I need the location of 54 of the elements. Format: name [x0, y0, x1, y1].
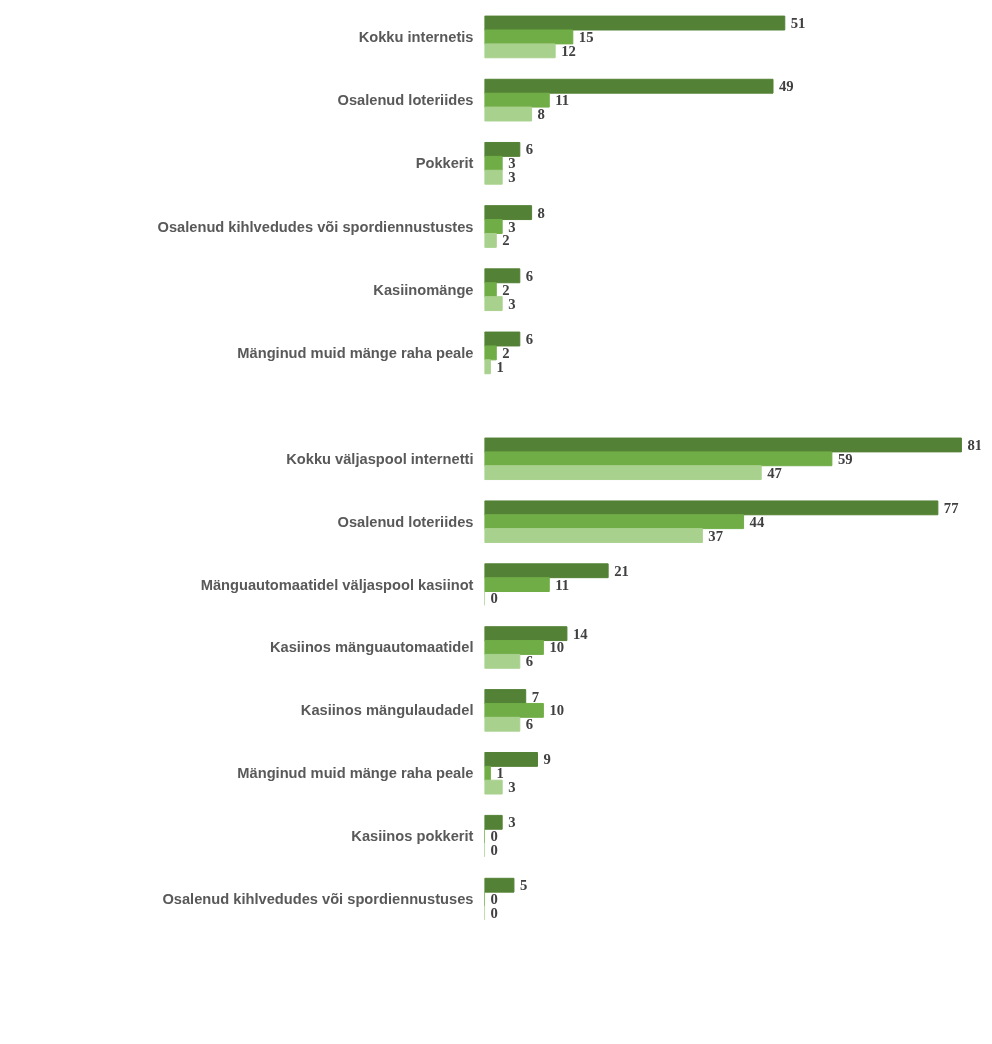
data-label: 3 — [508, 779, 516, 796]
y-tick-label: Osalenud loteriides — [337, 92, 474, 109]
data-label: 3 — [508, 814, 516, 831]
data-label: 3 — [508, 155, 516, 172]
data-label: 10 — [549, 639, 565, 656]
data-label: 7 — [531, 688, 540, 705]
data-label: 2 — [502, 232, 510, 249]
data-label: 6 — [525, 267, 534, 284]
data-label: 1 — [496, 358, 504, 375]
data-label: 0 — [490, 590, 498, 607]
y-tick-label: Kasiinomänge — [373, 281, 474, 298]
data-label: 0 — [490, 842, 498, 858]
data-label: 10 — [549, 702, 565, 719]
data-label: 47 — [767, 464, 782, 481]
data-label: 5 — [519, 877, 528, 894]
data-label: 21 — [614, 562, 629, 579]
data-label: 12 — [561, 42, 576, 59]
data-label: 8 — [537, 204, 545, 221]
y-tick-label: Kasiinos mängulaudadel — [300, 702, 474, 719]
data-label: 59 — [837, 450, 853, 467]
y-tick-label: Osalenud kihlvedudes või spordiennustustes — [157, 218, 474, 235]
y-tick-label: Mänguautomaatidel väljaspool kasiinot — [200, 576, 474, 593]
data-label: 3 — [508, 295, 516, 312]
data-label: 44 — [749, 513, 765, 530]
data-label: 6 — [525, 653, 534, 670]
data-label: 1 — [496, 765, 504, 782]
y-tick-label: Osalenud kihlvedudes või spordiennustuses — [162, 891, 474, 908]
data-label: 14 — [572, 625, 589, 642]
data-label: 6 — [525, 331, 534, 347]
y-tick-label: Pokkerit — [415, 155, 474, 172]
y-tick-label: Kokku internetis — [358, 28, 474, 45]
y-tick-label: Kasiinos mänguautomaatidel — [269, 639, 474, 656]
data-label: 9 — [543, 751, 551, 768]
data-label: 11 — [555, 576, 570, 593]
data-label: 0 — [490, 828, 498, 845]
data-label: 81 — [967, 436, 983, 453]
data-label: 15 — [578, 28, 594, 45]
data-label: 6 — [525, 716, 534, 733]
data-label: 51 — [790, 15, 806, 32]
data-label: 6 — [525, 141, 534, 158]
y-tick-label: Mänginud muid mänge raha peale — [237, 344, 474, 361]
data-label: 2 — [502, 344, 510, 361]
data-label: 3 — [508, 169, 516, 186]
y-tick-label: Kasiinos pokkerit — [351, 828, 474, 845]
y-tick-label: Osalenud loteriides — [337, 513, 474, 530]
y-tick-label: Kokku väljaspool internetti — [286, 450, 474, 467]
data-label: 37 — [708, 527, 724, 544]
data-label: 11 — [555, 92, 570, 109]
data-label: 8 — [537, 106, 545, 123]
y-tick-label: Mänginud muid mänge raha peale — [237, 765, 474, 782]
data-label: 3 — [508, 218, 516, 235]
data-label: 2 — [502, 281, 510, 298]
data-label: 77 — [943, 499, 959, 516]
data-label: 49 — [779, 78, 794, 95]
